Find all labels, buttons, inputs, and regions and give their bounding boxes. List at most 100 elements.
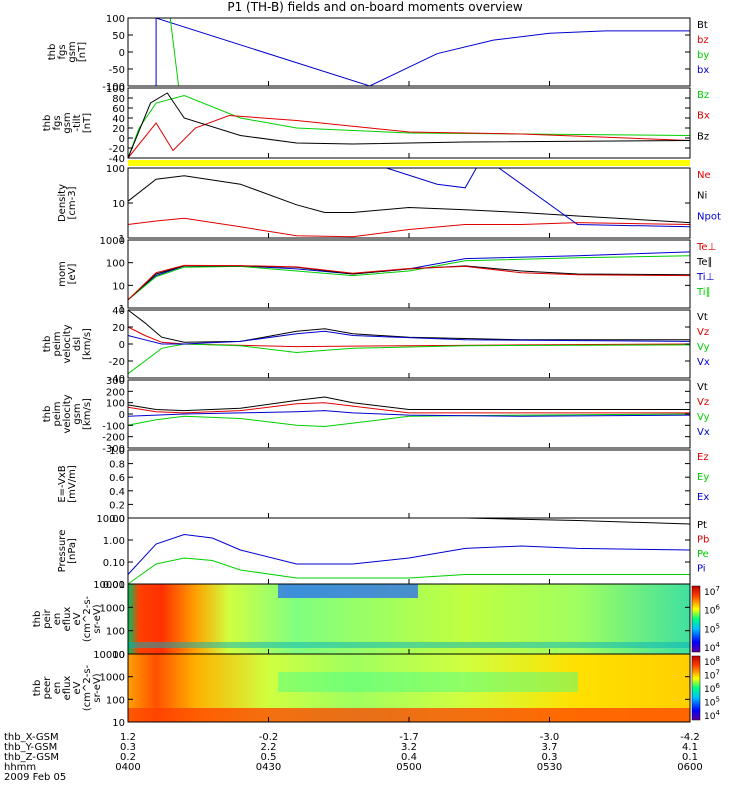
panel-6-ytick-label: 100 <box>106 399 125 410</box>
panel-3-series-Npot <box>386 167 691 228</box>
panel-10-ylabel: (cm^2-s- <box>82 664 93 711</box>
orbit-value: 1.2 <box>120 732 136 743</box>
yellow-flag-bar <box>128 160 690 166</box>
panel-8-series-Pt <box>465 517 691 525</box>
panel-8-ytick-label: 10.00 <box>96 514 125 525</box>
panel-5-ytick-label: 20 <box>112 323 125 334</box>
panel-10-ylabel: sr-eV) <box>92 673 103 702</box>
panel-2-legend-Bz: Bz <box>697 131 709 142</box>
panel-10-ytick-label: 10000 <box>93 650 125 661</box>
orbit-value: -3.0 <box>540 732 560 743</box>
panel-6-series-Vz <box>127 402 690 414</box>
panel-10-colorbar-tick: 105 <box>704 696 720 709</box>
panel-7-ytick-label: 0.2 <box>109 500 125 511</box>
orbit-label-1: thb_Y-GSM <box>4 742 57 753</box>
panel-8-series-Pe <box>127 557 690 585</box>
panel-5-series-Vt <box>127 309 690 343</box>
panel-3-legend-Ne: Ne <box>697 170 711 181</box>
panel-1-ytick-label: 0 <box>119 48 125 59</box>
panel-1-series-bx <box>128 17 690 87</box>
orbit-value: 0.2 <box>120 752 136 763</box>
panel-4-ytick-label: 100 <box>106 259 125 270</box>
panel-5-legend-Vz: Vz <box>697 327 709 338</box>
orbit-value: 0.3 <box>542 752 558 763</box>
orbit-value: 0400 <box>115 762 140 773</box>
panel-1-legend-Bt: Bt <box>697 20 708 31</box>
panel-8-legend-Pb: Pb <box>697 535 709 546</box>
panel-2-legend-Bx: Bx <box>697 111 710 122</box>
panel-7-frame <box>127 449 691 519</box>
panel-3-ytick-label: 10 <box>112 199 125 210</box>
panel-9-colorbar-tick: 104 <box>704 641 720 654</box>
orbit-label-4: 2009 Feb 05 <box>4 772 66 783</box>
panel-8-legend-Pt: Pt <box>697 520 707 531</box>
panel-9-ytick-label: 10 <box>112 650 125 661</box>
panel-2-frame <box>127 87 691 159</box>
panel-10-colorbar-tick: 107 <box>704 669 720 682</box>
panel-2-ylabel: thb <box>42 115 53 132</box>
panel-7-ytick-label: 0.6 <box>109 473 125 484</box>
panel-8-ylabel: Pressure <box>57 530 68 573</box>
panel-3-frame <box>127 167 691 239</box>
panel-2-series-black <box>127 92 691 159</box>
panel-10-green-band <box>278 672 578 692</box>
orbit-value: 2.2 <box>261 742 277 753</box>
panel-9-ytick-label: 10000 <box>93 580 125 591</box>
panel-5-ytick-label: -20 <box>109 357 125 368</box>
panel-1-legend-bx: bx <box>697 65 709 76</box>
panel-6-ytick-label: 200 <box>106 387 125 398</box>
panel-2-ytick-label: -20 <box>109 144 125 155</box>
panel-2-ytick-label: 20 <box>112 124 125 135</box>
orbit-value: 0500 <box>396 762 421 773</box>
panel-3-series-Ni <box>127 175 691 224</box>
panel-3-ylabel: [cm-3] <box>67 186 78 219</box>
panel-4-legend-Te⊥: Te⊥ <box>696 242 716 253</box>
panel-10-ylabel: eflux <box>62 676 73 701</box>
panel-3-series-Ne <box>127 217 691 238</box>
panel-7-ytick-label: 0.0 <box>109 514 125 525</box>
orbit-value: 0.3 <box>120 742 136 753</box>
orbit-value: -4.2 <box>680 732 700 743</box>
orbit-value: 0.4 <box>401 752 417 763</box>
orbit-value: -1.7 <box>399 732 419 743</box>
panel-9-ylabel: eflux <box>62 607 73 632</box>
panel-5-ytick-label: -40 <box>109 374 125 385</box>
panel-7-ytick-label: 1.0 <box>109 446 125 457</box>
orbit-value: -0.2 <box>259 732 279 743</box>
orbit-value: 0.5 <box>261 752 277 763</box>
panel-2-ylabel: gsm <box>62 112 73 133</box>
panel-4-ytick-label: 1000 <box>100 236 125 247</box>
panel-10-colorbar-tick: 106 <box>704 682 720 695</box>
panel-9-ylabel: en <box>52 613 63 626</box>
panel-2-ytick-label: 0 <box>119 134 125 145</box>
panel-7-ytick-label: 0.8 <box>109 460 125 471</box>
panel-4-legend-Ti⊥: Ti⊥ <box>696 272 714 283</box>
panel-10-colorbar-tick: 108 <box>704 655 720 668</box>
panel-10-ylabel: en <box>52 682 63 695</box>
panel-3-legend-Npot: Npot <box>697 211 721 222</box>
panel-1-ytick-label: -100 <box>102 82 125 93</box>
panel-4-ytick-label: 10 <box>112 281 125 292</box>
panel-2-ytick-label: 100 <box>106 84 125 95</box>
panel-4-series-Ti2 <box>127 255 691 301</box>
panel-6-legend-Vz: Vz <box>697 397 709 408</box>
panel-5-ylabel: peim <box>52 331 63 356</box>
panel-4-legend-Ti∥: Ti∥ <box>696 287 711 298</box>
panel-1-ylabel: [nT] <box>77 42 88 62</box>
panel-4-ytick-label: 1 <box>119 304 125 315</box>
panel-10-colorbar-tick: 104 <box>704 709 720 722</box>
panel-9-ytick-label: 1000 <box>100 603 125 614</box>
panel-9-colorbar-tick: 107 <box>704 585 720 598</box>
panel-1-ylabel: thb <box>47 44 58 61</box>
panel-2-ytick-label: -40 <box>109 154 125 165</box>
panel-6-series-Vt <box>127 396 690 412</box>
panel-9-colorbar-tick: 105 <box>704 622 720 635</box>
panel-9-colorbar-tick: 106 <box>704 604 720 617</box>
orbit-value: 4.1 <box>682 742 698 753</box>
panel-9-ylabel: eV <box>72 612 83 625</box>
panel-6-ytick-label: 0 <box>119 410 125 421</box>
panel-4-ylabel: mom <box>57 261 68 287</box>
panel-4-ylabel: [eV] <box>67 264 78 285</box>
panel-6-ylabel: gsm <box>72 403 83 424</box>
panel-6-ytick-label: -100 <box>102 421 125 432</box>
